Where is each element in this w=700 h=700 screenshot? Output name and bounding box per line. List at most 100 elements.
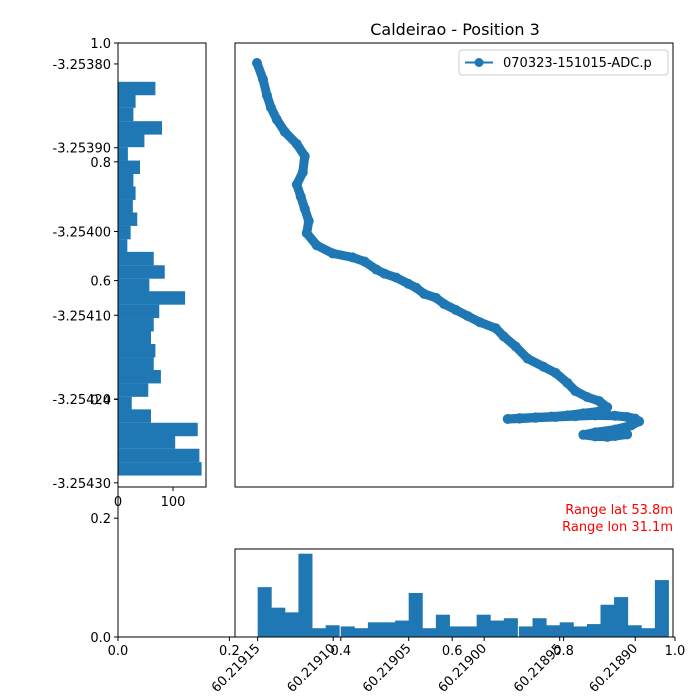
track-point xyxy=(522,353,533,364)
lon-hist-bar xyxy=(573,626,588,637)
bg-y-tick-label: 0.8 xyxy=(90,156,111,171)
track-point xyxy=(610,431,621,442)
track-point xyxy=(578,408,589,419)
lon-hist-bar xyxy=(559,622,574,637)
lat-hist-bar xyxy=(118,239,128,253)
bg-y-tick-label: 0.0 xyxy=(90,631,111,646)
lon-hist-bar xyxy=(614,597,629,637)
track-point xyxy=(602,431,613,442)
lat-hist-bar xyxy=(118,212,138,226)
track-point xyxy=(602,402,613,413)
lon-hist-bar xyxy=(284,612,299,637)
lat-hist-bar xyxy=(118,81,156,96)
lat-hist-bar xyxy=(118,107,134,122)
lon-hist-bar xyxy=(586,624,601,637)
lon-hist-bar xyxy=(641,628,656,637)
track-point xyxy=(462,311,473,322)
track-point xyxy=(590,410,601,421)
lat-hist-bar xyxy=(118,186,136,200)
lat-hist-bar xyxy=(118,435,176,449)
lat-hist-bar xyxy=(118,318,154,332)
track-point xyxy=(261,90,272,101)
chart-title: Caldeirao - Position 3 xyxy=(370,20,540,39)
lat-hist-bar xyxy=(118,133,145,148)
track-point xyxy=(403,278,414,289)
bg-y-tick-label: 0.4 xyxy=(90,393,111,408)
lon-hist-bar xyxy=(257,587,272,637)
bg-x-tick-label: 1.0 xyxy=(665,644,686,659)
lon-hist-bar xyxy=(312,628,327,637)
lat-hist-bar xyxy=(118,357,154,371)
lon-hist-bar xyxy=(381,622,396,637)
bg-y-tick-label: 1.0 xyxy=(90,37,111,52)
lat-y-tick-label: -3.25410 xyxy=(53,309,111,324)
bg-x-tick-label: 0.2 xyxy=(219,644,240,659)
lat-y-tick-label: -3.25380 xyxy=(53,58,111,73)
track-point xyxy=(299,151,310,162)
lon-hist-bar xyxy=(354,628,369,637)
track-point xyxy=(301,228,312,239)
range-lat-annotation: Range lat 53.8m xyxy=(565,503,673,518)
track-point xyxy=(590,431,601,442)
lon-hist-bar xyxy=(298,553,313,637)
track-point xyxy=(291,139,302,149)
track-point xyxy=(578,429,589,440)
track-frame xyxy=(234,42,674,488)
lon-hist-bar xyxy=(435,614,450,637)
track-point xyxy=(299,203,310,214)
track-point xyxy=(303,215,314,226)
track-point xyxy=(562,410,573,421)
track-point xyxy=(271,114,282,125)
track-point xyxy=(622,411,633,422)
track-point xyxy=(570,386,581,397)
lat-hist-bar xyxy=(118,251,154,266)
track-point xyxy=(439,298,450,309)
track-point xyxy=(570,411,581,422)
track-point xyxy=(550,411,561,422)
lat-y-tick-label: -3.25400 xyxy=(53,225,111,240)
track-point xyxy=(490,323,501,334)
bg-x-tick-label: 0.0 xyxy=(108,644,129,659)
lat-hist-bar xyxy=(118,291,186,305)
lon-hist-bar xyxy=(367,622,382,637)
lon-hist-bar xyxy=(600,604,615,637)
track-point xyxy=(295,191,306,202)
lat-hist-bar xyxy=(118,94,136,108)
track-point xyxy=(279,126,290,137)
track-point xyxy=(510,341,521,352)
bg-x-tick-label: 0.6 xyxy=(442,644,463,659)
lon-hist-bar xyxy=(490,620,505,637)
track-point xyxy=(379,268,390,279)
lat-hist-bar xyxy=(118,173,134,187)
track-point xyxy=(514,413,525,424)
legend-label: 070323-151015-ADC.p xyxy=(503,56,652,71)
lat-hist-bar xyxy=(118,304,160,319)
track-point xyxy=(626,420,637,431)
lon-hist-bar xyxy=(463,626,478,637)
lon-hist-bar xyxy=(422,628,437,637)
track-point xyxy=(391,272,402,283)
track-point xyxy=(562,377,573,388)
lat-y-tick-label: -3.25390 xyxy=(53,142,111,157)
track-line xyxy=(252,58,644,442)
lat-hist-bar xyxy=(118,396,132,411)
track-point xyxy=(291,179,302,190)
bg-y-tick-label: 0.6 xyxy=(90,275,111,290)
track-background xyxy=(235,43,673,487)
lat-hist-bar xyxy=(118,330,151,345)
track-point xyxy=(530,412,541,423)
track-point xyxy=(257,74,268,85)
lat-hist-bar xyxy=(118,369,161,384)
track-point xyxy=(327,248,338,259)
track-point xyxy=(502,413,513,424)
lat-hist-bar xyxy=(118,147,128,161)
lat-hist-frame xyxy=(117,42,207,488)
lat-hist-bar xyxy=(118,160,140,174)
track-point xyxy=(265,102,276,113)
track-point xyxy=(474,317,485,328)
track-point xyxy=(451,305,461,316)
track-point xyxy=(431,292,442,303)
track-point xyxy=(359,256,370,267)
track-point xyxy=(550,367,561,378)
